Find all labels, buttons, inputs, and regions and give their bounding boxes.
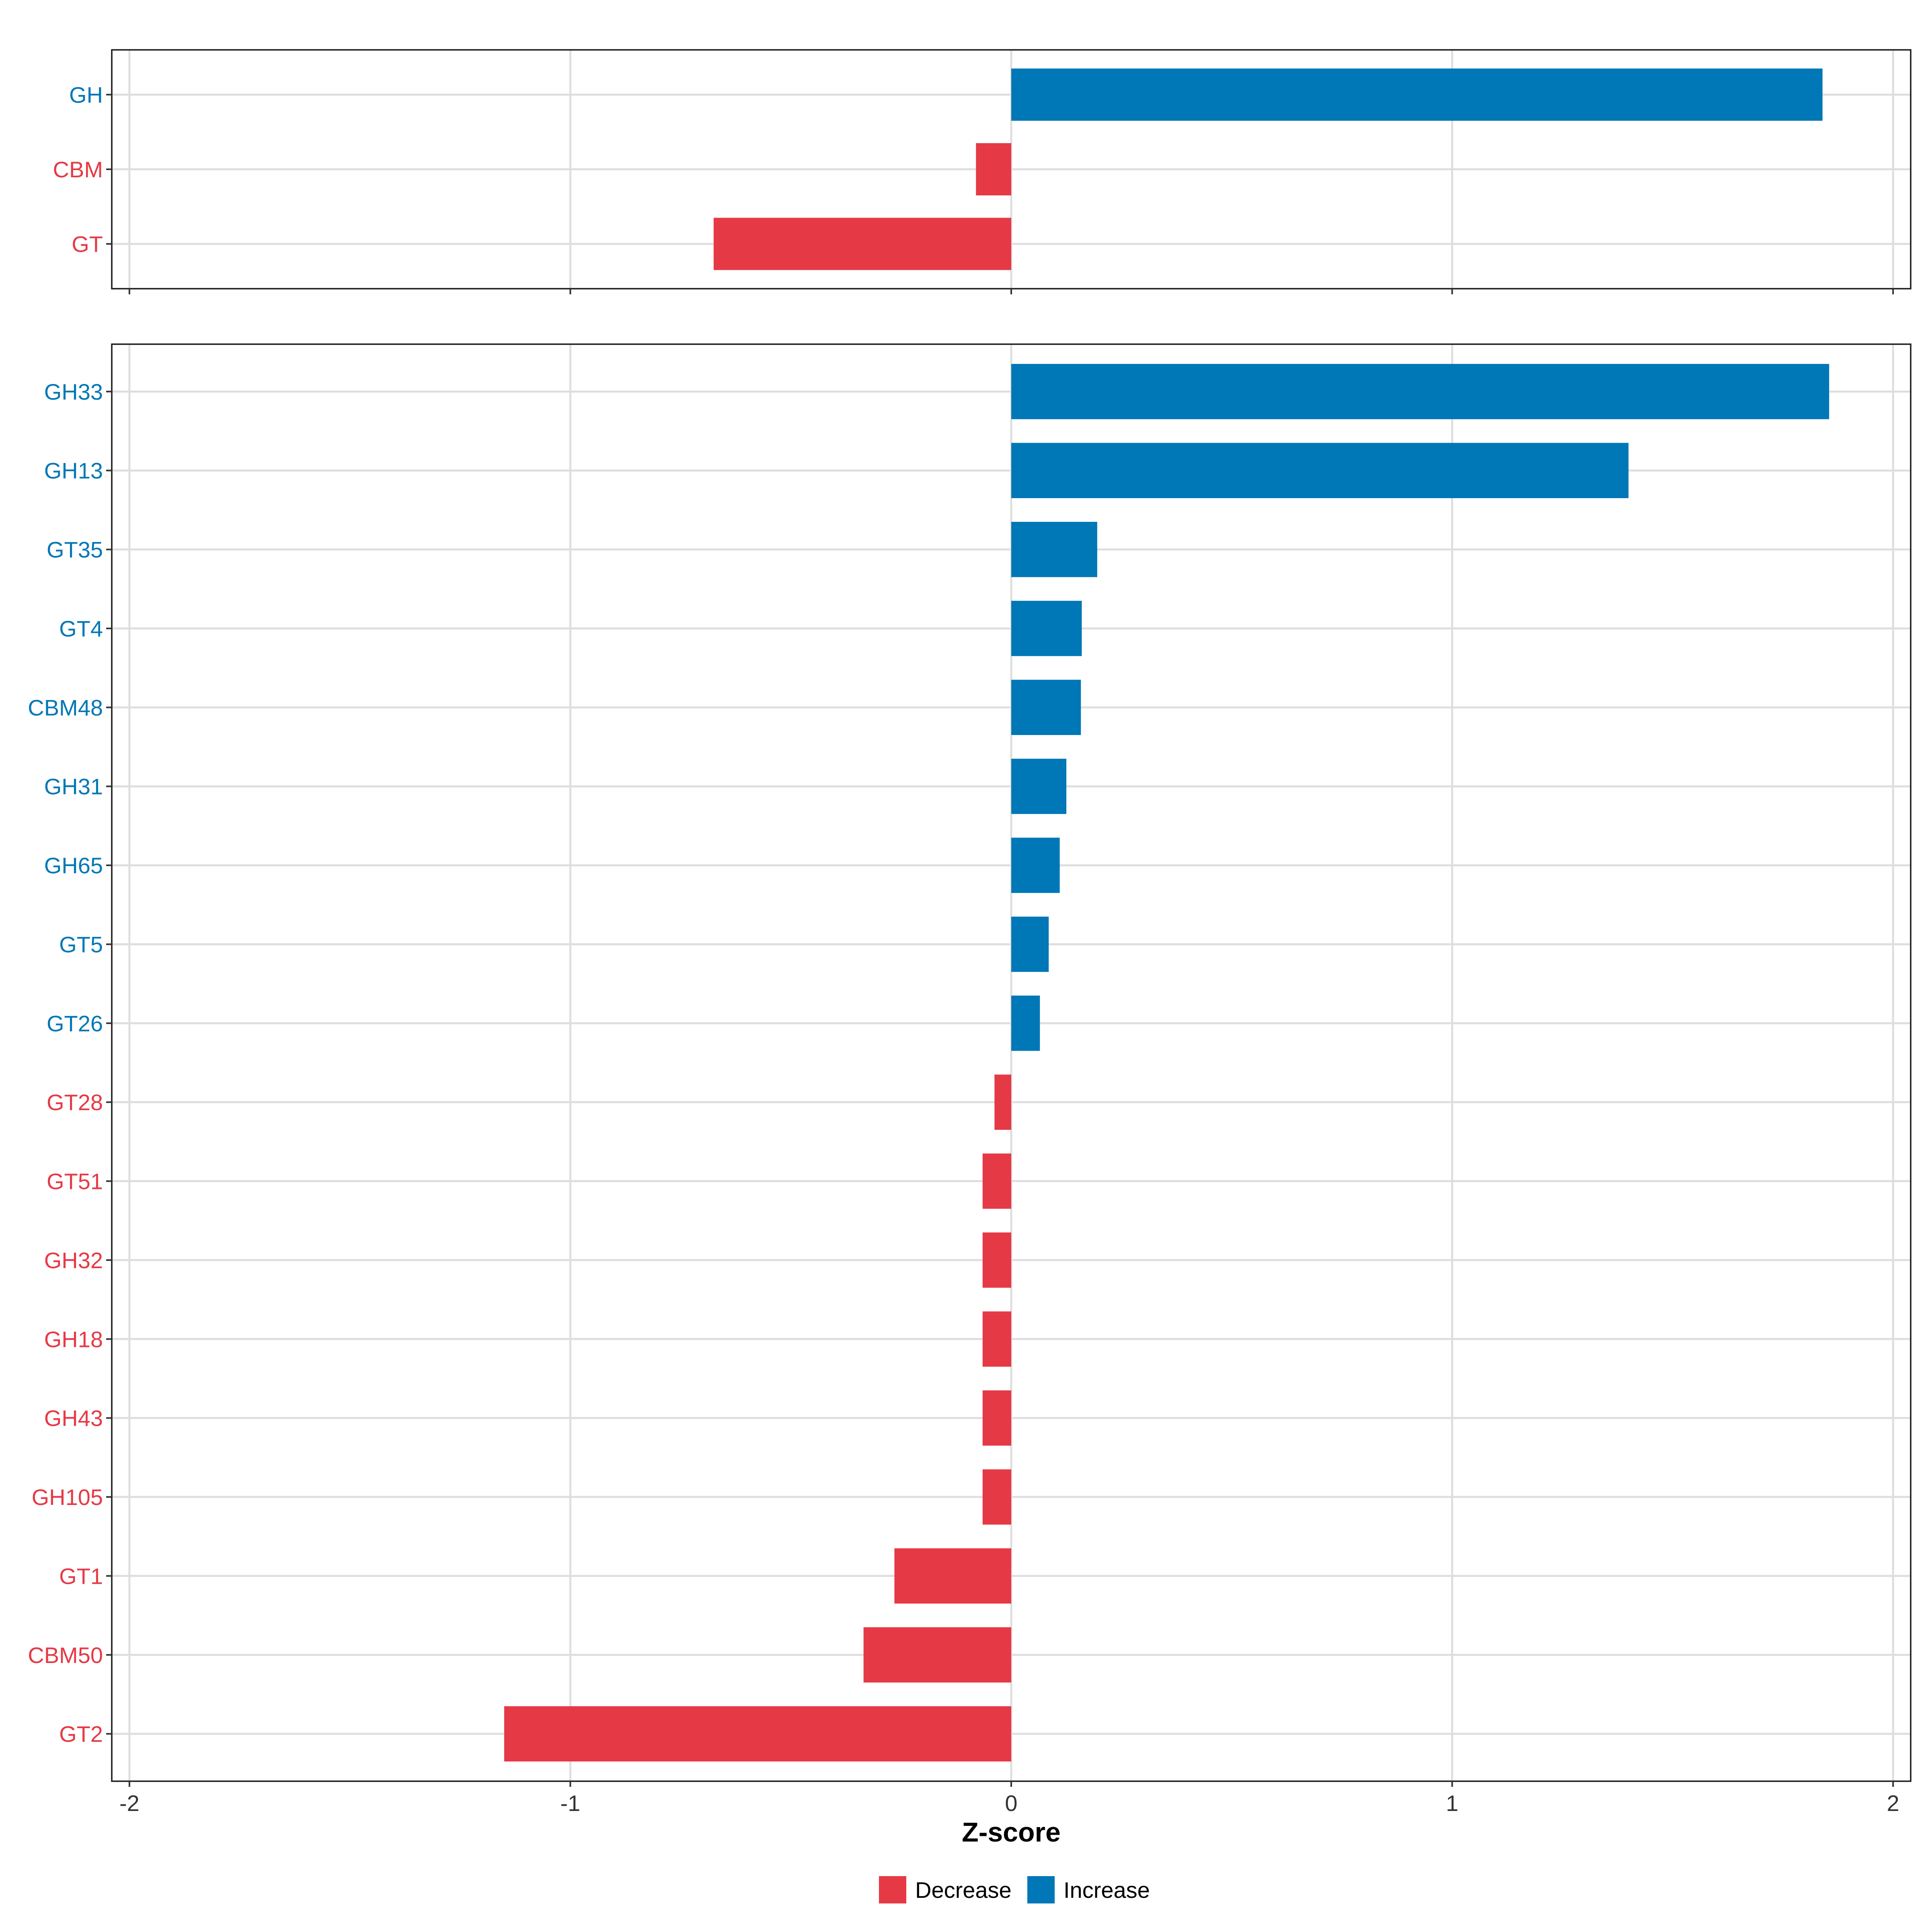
x-tick-label-2: 0 — [1005, 1790, 1017, 1816]
bar-gt35 — [1011, 521, 1097, 577]
x-tick-label-4: 2 — [1887, 1790, 1899, 1816]
category-label-gh65: GH65 — [44, 853, 103, 878]
bar-gt51 — [982, 1153, 1011, 1209]
category-label-gt5: GT5 — [59, 932, 103, 957]
category-label-cbm: CBM — [53, 157, 103, 182]
category-label-gh18: GH18 — [44, 1326, 103, 1352]
legend: Decrease Increase — [879, 1876, 1150, 1903]
category-label-gh43: GH43 — [44, 1406, 103, 1431]
category-label-gt35: GT35 — [47, 537, 103, 563]
category-label-cbm48: CBM48 — [28, 695, 103, 720]
bar-gh33 — [1011, 364, 1829, 419]
bar-gh65 — [1011, 838, 1060, 893]
x-tick-label-3: 1 — [1446, 1790, 1458, 1816]
bar-gh31 — [1011, 758, 1067, 814]
category-label-gh: GH — [69, 82, 103, 107]
category-label-gh32: GH32 — [44, 1248, 103, 1273]
bar-gh13 — [1011, 443, 1629, 498]
category-label-gh31: GH31 — [44, 774, 103, 799]
bar-gh32 — [982, 1232, 1011, 1288]
bar-cbm50 — [863, 1627, 1011, 1683]
category-label-gt51: GT51 — [47, 1169, 103, 1194]
x-tick-label-0: -2 — [119, 1790, 140, 1816]
category-label-cbm50: CBM50 — [28, 1643, 103, 1668]
legend-key-decrease — [879, 1876, 906, 1903]
category-label-gh33: GH33 — [44, 379, 103, 404]
bar-gt1 — [894, 1548, 1011, 1604]
x-axis: -2 -1 0 1 2 — [119, 1781, 1899, 1816]
legend-key-increase — [1027, 1876, 1055, 1903]
panel-family: GH33 GH13 GT35 GT4 CBM48 GH31 GH65 GT5 GT26 GT28 G… — [28, 343, 1912, 1782]
category-label-gh105: GH105 — [32, 1484, 103, 1510]
bar-gh — [1011, 68, 1823, 121]
x-tick-label-1: -1 — [561, 1790, 581, 1816]
x-axis-title: Z-score — [962, 1817, 1061, 1848]
category-label-gt1: GT1 — [59, 1563, 103, 1589]
bar-gt — [713, 218, 1011, 270]
category-label-gt: GT — [72, 232, 103, 257]
legend-label-increase: Increase — [1064, 1877, 1150, 1903]
bar-gt5 — [1011, 916, 1049, 972]
bar-gh105 — [982, 1469, 1011, 1525]
bar-gt28 — [994, 1074, 1011, 1130]
category-label-gt2: GT2 — [59, 1721, 103, 1747]
bar-gt4 — [1011, 601, 1082, 656]
category-label-gt4: GT4 — [59, 616, 103, 641]
bar-gh18 — [982, 1311, 1011, 1367]
bar-gt2 — [504, 1706, 1011, 1762]
bar-gt26 — [1011, 996, 1040, 1051]
category-label-gt28: GT28 — [47, 1090, 103, 1115]
category-label-gt26: GT26 — [47, 1011, 103, 1036]
bar-cbm48 — [1011, 680, 1081, 735]
bar-gh43 — [982, 1390, 1011, 1446]
legend-label-decrease: Decrease — [915, 1877, 1012, 1903]
bar-cbm — [976, 143, 1011, 195]
category-label-gh13: GH13 — [44, 458, 103, 483]
panel-class: GH CBM GT — [53, 49, 1912, 294]
